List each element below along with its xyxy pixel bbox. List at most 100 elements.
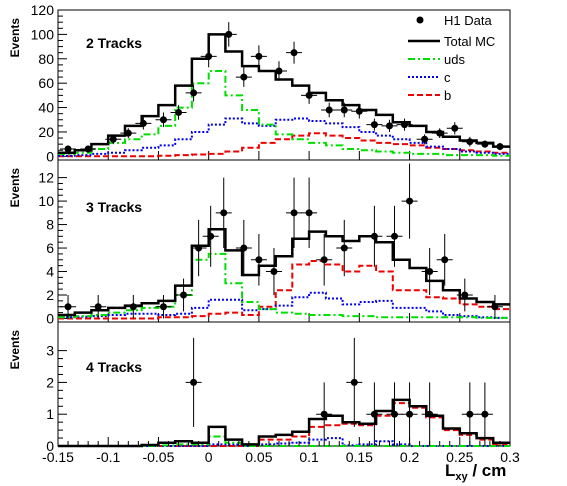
data-point [390, 232, 398, 240]
data-point [84, 145, 92, 153]
series-b [58, 402, 510, 447]
x-tick-label: 0.05 [245, 449, 272, 465]
y-axis-title: Events [8, 18, 22, 58]
panel-2-tracks: 0 20 40 60 80 100 120 Events 2 Tracks [8, 2, 511, 164]
data-point [175, 108, 183, 116]
data-point [491, 303, 499, 311]
data-point [190, 89, 198, 97]
y-tick-label: 12 [38, 170, 54, 186]
data-point [305, 209, 313, 217]
panel-3-tracks: 0 2 4 6 8 10 12 Events 3 Tracks [8, 159, 511, 326]
data-point [426, 410, 434, 418]
data-point [466, 410, 474, 418]
x-tick-label: -0.1 [96, 449, 120, 465]
y-tick-label: 20 [38, 124, 54, 140]
data-point [305, 91, 313, 99]
data-point [466, 138, 474, 146]
data-point [255, 256, 263, 264]
legend-label: H1 Data [444, 13, 492, 28]
data-point [195, 244, 203, 252]
legend-label: c [444, 70, 451, 85]
y-tick-label: 10 [38, 193, 54, 209]
data-point [496, 143, 504, 151]
series-total-mc [58, 33, 510, 154]
data-point [64, 303, 72, 311]
y-axis-title: Events [8, 330, 22, 370]
data-point [139, 119, 147, 127]
series-b [58, 260, 510, 320]
data-point [350, 378, 358, 386]
legend-label: uds [444, 52, 465, 67]
data-point [370, 410, 378, 418]
y-tick-label: 0 [46, 438, 54, 454]
data-point [159, 116, 167, 124]
y-tick-label: 0 [46, 148, 54, 164]
data-point [320, 410, 328, 418]
x-tick-label: 0.15 [346, 449, 373, 465]
series-total-mc [58, 228, 510, 317]
y-axis-title: Events [8, 168, 22, 208]
data-point [461, 291, 469, 299]
series-total-mc [58, 398, 510, 448]
data-point [290, 49, 298, 57]
legend-marker-data [416, 16, 424, 24]
data-point [190, 378, 198, 386]
data-point [225, 30, 233, 38]
data-point [207, 232, 215, 240]
data-point [240, 73, 248, 81]
y-tick-label: 100 [31, 26, 55, 42]
data-point [406, 410, 414, 418]
y-tick-label: 3 [46, 343, 54, 359]
series-c [58, 117, 510, 157]
data-point [436, 129, 444, 137]
panel-label: 2 Tracks [86, 35, 142, 51]
data-point [275, 67, 283, 75]
legend-label: b [444, 88, 451, 103]
data-point [94, 303, 102, 311]
data-point [385, 122, 393, 130]
data-point [220, 209, 228, 217]
y-tick-label: 2 [46, 287, 54, 303]
data-point [270, 268, 278, 276]
data-point [406, 197, 414, 205]
x-axis-title: Lxy / cm [445, 461, 506, 483]
series-uds [58, 435, 510, 447]
data-point [426, 268, 434, 276]
y-tick-label: 4 [46, 264, 54, 280]
series-c [58, 291, 510, 319]
data-point [451, 124, 459, 132]
y-tick-label: 2 [46, 374, 54, 390]
data-point [325, 106, 333, 114]
data-point [481, 410, 489, 418]
x-tick-label: -0.15 [42, 449, 74, 465]
data-point [240, 244, 248, 252]
x-tick-label: -0.05 [142, 449, 174, 465]
x-tick-label: 0.25 [446, 449, 473, 465]
data-point [320, 256, 328, 264]
x-tick-label: 0.3 [500, 449, 520, 465]
y-tick-label: 40 [38, 100, 54, 116]
data-point [390, 410, 398, 418]
x-tick-label: 0.1 [299, 449, 319, 465]
panel-label: 3 Tracks [86, 199, 142, 215]
data-point [109, 135, 117, 143]
legend-label: Total MC [444, 34, 495, 49]
y-tick-label: 80 [38, 51, 54, 67]
y-tick-label: 8 [46, 217, 54, 233]
data-point [159, 303, 167, 311]
data-point [401, 121, 409, 129]
data-point [481, 140, 489, 148]
data-point [340, 106, 348, 114]
y-tick-label: 6 [46, 240, 54, 256]
data-point [129, 303, 137, 311]
y-tick-label: 0 [46, 310, 54, 326]
y-tick-label: 1 [46, 406, 54, 422]
data-point [290, 209, 298, 217]
data-point [340, 244, 348, 252]
data-point [255, 52, 263, 60]
data-point [205, 52, 213, 60]
data-point [370, 232, 378, 240]
x-tick-label: 0 [205, 449, 213, 465]
